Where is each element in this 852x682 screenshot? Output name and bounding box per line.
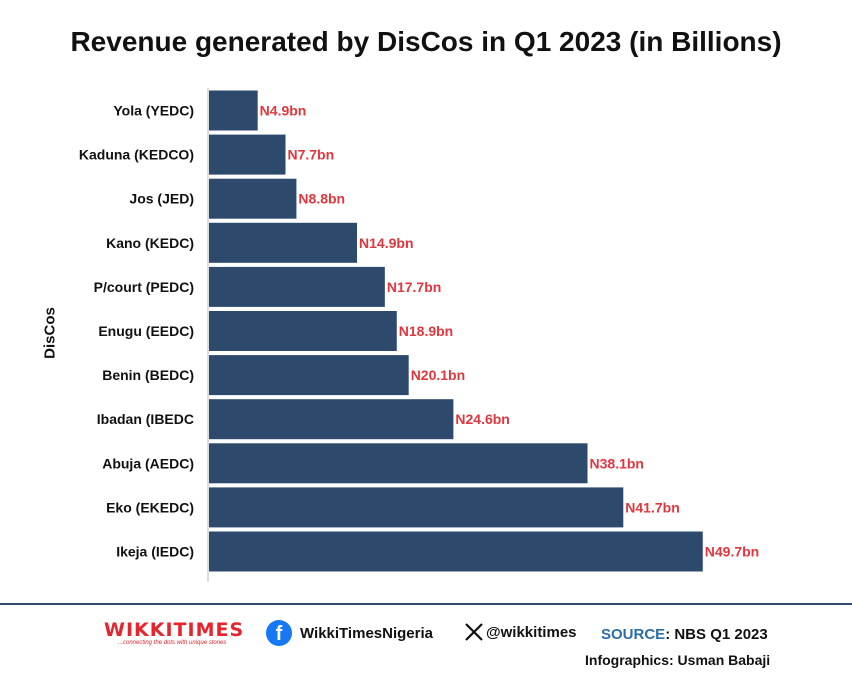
category-label: Benin (BEDC)	[102, 367, 194, 383]
category-label: Yola (YEDC)	[113, 103, 194, 119]
category-label: Ibadan (IBEDC	[97, 411, 194, 427]
facebook-handle-group: f WikkiTimesNigeria	[266, 620, 433, 646]
category-label: Abuja (AEDC)	[102, 455, 194, 471]
category-label: Kaduna (KEDCO)	[79, 147, 194, 163]
data-label: N17.7bn	[387, 279, 441, 295]
bar-3	[209, 222, 358, 263]
wikkitimes-logo: WIKKITIMES ...connecting the dots with u…	[104, 620, 244, 646]
source-label: SOURCE	[601, 626, 666, 643]
bar-4	[209, 266, 385, 307]
data-label: N14.9bn	[359, 235, 413, 251]
data-label: N8.8bn	[298, 191, 345, 207]
bar-9	[209, 487, 624, 528]
data-label: N18.9bn	[399, 323, 453, 339]
category-label: P/court (PEDC)	[94, 279, 194, 295]
x-icon	[465, 623, 483, 641]
x-handle-group: @wikkitimes	[464, 622, 577, 642]
bar-0	[209, 90, 258, 131]
bar-2	[209, 178, 297, 219]
source-value: : NBS Q1 2023	[665, 626, 768, 643]
x-handle: @wikkitimes	[486, 623, 577, 641]
data-label: N24.6bn	[455, 411, 509, 427]
category-label: Jos (JED)	[129, 191, 194, 207]
bar-5	[209, 311, 397, 351]
bar-chart: Yola (YEDC) N4.9bn Kaduna (KEDCO) N7.7bn Jos…	[79, 88, 759, 582]
category-label: Eko (EKEDC)	[106, 499, 194, 515]
footer-divider	[0, 603, 852, 605]
bar-1	[209, 134, 286, 175]
bar-10	[209, 531, 703, 572]
category-label: Enugu (EEDC)	[98, 323, 194, 339]
data-label: N7.7bn	[287, 147, 334, 163]
data-label: N49.7bn	[705, 544, 759, 560]
category-label: Ikeja (IEDC)	[116, 544, 194, 560]
data-label: N4.9bn	[260, 103, 307, 119]
data-label: N20.1bn	[411, 367, 465, 383]
data-label: N41.7bn	[625, 499, 679, 515]
bar-7	[209, 399, 454, 440]
bar-8	[209, 443, 588, 484]
infographics-credit: Infographics: Usman Babaji	[585, 652, 771, 668]
source-line: SOURCE: NBS Q1 2023	[601, 626, 768, 643]
logo-tagline: ...connecting the dots with unique stori…	[118, 640, 227, 646]
facebook-icon: f	[266, 620, 292, 646]
logo-text: WIKKITIMES	[104, 619, 245, 641]
facebook-handle: WikkiTimesNigeria	[300, 624, 433, 642]
bar-6	[209, 355, 409, 396]
category-label: Kano (KEDC)	[106, 235, 194, 251]
data-label: N38.1bn	[590, 455, 644, 471]
y-axis-label: DisCos	[41, 307, 59, 359]
chart-title: Revenue generated by DisCos in Q1 2023 (…	[70, 26, 782, 57]
